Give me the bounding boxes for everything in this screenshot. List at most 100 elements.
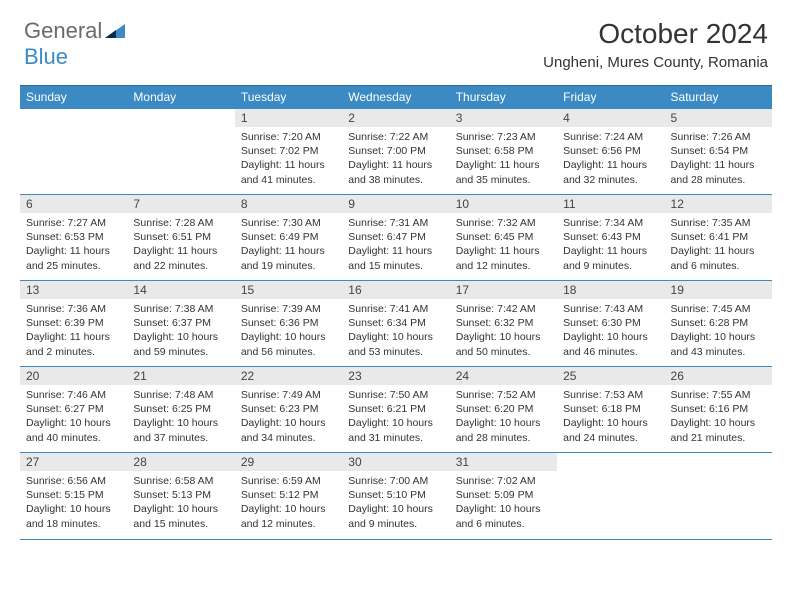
logo-text-1: General [24, 18, 102, 44]
day-cell: 29Sunrise: 6:59 AMSunset: 5:12 PMDayligh… [235, 453, 342, 539]
title-block: October 2024 Ungheni, Mures County, Roma… [543, 18, 768, 71]
day-number: 3 [450, 109, 557, 127]
day-info: Sunrise: 7:27 AMSunset: 6:53 PMDaylight:… [20, 213, 127, 276]
day-info: Sunrise: 7:32 AMSunset: 6:45 PMDaylight:… [450, 213, 557, 276]
day-cell: 22Sunrise: 7:49 AMSunset: 6:23 PMDayligh… [235, 367, 342, 453]
day-cell: 13Sunrise: 7:36 AMSunset: 6:39 PMDayligh… [20, 281, 127, 367]
day-info: Sunrise: 7:26 AMSunset: 6:54 PMDaylight:… [665, 127, 772, 190]
week-row: 1Sunrise: 7:20 AMSunset: 7:02 PMDaylight… [20, 109, 772, 195]
day-cell: 7Sunrise: 7:28 AMSunset: 6:51 PMDaylight… [127, 195, 234, 281]
day-cell: 23Sunrise: 7:50 AMSunset: 6:21 PMDayligh… [342, 367, 449, 453]
day-cell: 28Sunrise: 6:58 AMSunset: 5:13 PMDayligh… [127, 453, 234, 539]
day-cell: 6Sunrise: 7:27 AMSunset: 6:53 PMDaylight… [20, 195, 127, 281]
day-number: 20 [20, 367, 127, 385]
day-number: 18 [557, 281, 664, 299]
day-cell: 4Sunrise: 7:24 AMSunset: 6:56 PMDaylight… [557, 109, 664, 195]
day-cell: 5Sunrise: 7:26 AMSunset: 6:54 PMDaylight… [665, 109, 772, 195]
day-number: 1 [235, 109, 342, 127]
day-number: 30 [342, 453, 449, 471]
day-info: Sunrise: 7:23 AMSunset: 6:58 PMDaylight:… [450, 127, 557, 190]
day-info: Sunrise: 7:30 AMSunset: 6:49 PMDaylight:… [235, 213, 342, 276]
day-info: Sunrise: 7:22 AMSunset: 7:00 PMDaylight:… [342, 127, 449, 190]
day-number: 10 [450, 195, 557, 213]
day-cell: 30Sunrise: 7:00 AMSunset: 5:10 PMDayligh… [342, 453, 449, 539]
day-cell: 11Sunrise: 7:34 AMSunset: 6:43 PMDayligh… [557, 195, 664, 281]
week-row: 20Sunrise: 7:46 AMSunset: 6:27 PMDayligh… [20, 367, 772, 453]
day-cell: 17Sunrise: 7:42 AMSunset: 6:32 PMDayligh… [450, 281, 557, 367]
day-info: Sunrise: 7:42 AMSunset: 6:32 PMDaylight:… [450, 299, 557, 362]
day-cell: 12Sunrise: 7:35 AMSunset: 6:41 PMDayligh… [665, 195, 772, 281]
day-number: 5 [665, 109, 772, 127]
day-cell: 18Sunrise: 7:43 AMSunset: 6:30 PMDayligh… [557, 281, 664, 367]
day-info: Sunrise: 7:35 AMSunset: 6:41 PMDaylight:… [665, 213, 772, 276]
day-number: 8 [235, 195, 342, 213]
day-number: 11 [557, 195, 664, 213]
day-header: Sunday [20, 86, 127, 109]
day-number: 24 [450, 367, 557, 385]
day-header: Monday [127, 86, 234, 109]
day-header: Tuesday [235, 86, 342, 109]
day-header: Wednesday [342, 86, 449, 109]
day-number: 28 [127, 453, 234, 471]
day-number: 13 [20, 281, 127, 299]
day-info: Sunrise: 7:49 AMSunset: 6:23 PMDaylight:… [235, 385, 342, 448]
day-cell: 25Sunrise: 7:53 AMSunset: 6:18 PMDayligh… [557, 367, 664, 453]
day-number: 23 [342, 367, 449, 385]
day-info: Sunrise: 7:31 AMSunset: 6:47 PMDaylight:… [342, 213, 449, 276]
location: Ungheni, Mures County, Romania [543, 54, 768, 71]
day-number: 21 [127, 367, 234, 385]
day-cell: 19Sunrise: 7:45 AMSunset: 6:28 PMDayligh… [665, 281, 772, 367]
day-info: Sunrise: 7:28 AMSunset: 6:51 PMDaylight:… [127, 213, 234, 276]
day-info: Sunrise: 7:45 AMSunset: 6:28 PMDaylight:… [665, 299, 772, 362]
day-cell: 26Sunrise: 7:55 AMSunset: 6:16 PMDayligh… [665, 367, 772, 453]
triangle-icon [105, 18, 125, 44]
day-cell: 21Sunrise: 7:48 AMSunset: 6:25 PMDayligh… [127, 367, 234, 453]
day-number: 26 [665, 367, 772, 385]
day-number: 2 [342, 109, 449, 127]
week-row: 27Sunrise: 6:56 AMSunset: 5:15 PMDayligh… [20, 453, 772, 539]
day-info: Sunrise: 7:20 AMSunset: 7:02 PMDaylight:… [235, 127, 342, 190]
day-number: 27 [20, 453, 127, 471]
day-info: Sunrise: 6:58 AMSunset: 5:13 PMDaylight:… [127, 471, 234, 534]
bottom-border [20, 539, 772, 540]
day-cell: 9Sunrise: 7:31 AMSunset: 6:47 PMDaylight… [342, 195, 449, 281]
day-info: Sunrise: 7:36 AMSunset: 6:39 PMDaylight:… [20, 299, 127, 362]
day-cell: 14Sunrise: 7:38 AMSunset: 6:37 PMDayligh… [127, 281, 234, 367]
day-info: Sunrise: 7:41 AMSunset: 6:34 PMDaylight:… [342, 299, 449, 362]
day-info: Sunrise: 7:00 AMSunset: 5:10 PMDaylight:… [342, 471, 449, 534]
day-number: 31 [450, 453, 557, 471]
day-cell: 15Sunrise: 7:39 AMSunset: 6:36 PMDayligh… [235, 281, 342, 367]
day-info: Sunrise: 7:24 AMSunset: 6:56 PMDaylight:… [557, 127, 664, 190]
day-number: 19 [665, 281, 772, 299]
empty-cell [557, 453, 664, 539]
day-header: Thursday [450, 86, 557, 109]
day-cell: 3Sunrise: 7:23 AMSunset: 6:58 PMDaylight… [450, 109, 557, 195]
day-info: Sunrise: 7:53 AMSunset: 6:18 PMDaylight:… [557, 385, 664, 448]
empty-cell [20, 109, 127, 195]
day-info: Sunrise: 7:55 AMSunset: 6:16 PMDaylight:… [665, 385, 772, 448]
day-info: Sunrise: 7:39 AMSunset: 6:36 PMDaylight:… [235, 299, 342, 362]
day-info: Sunrise: 7:48 AMSunset: 6:25 PMDaylight:… [127, 385, 234, 448]
week-row: 13Sunrise: 7:36 AMSunset: 6:39 PMDayligh… [20, 281, 772, 367]
day-cell: 27Sunrise: 6:56 AMSunset: 5:15 PMDayligh… [20, 453, 127, 539]
day-number: 25 [557, 367, 664, 385]
day-info: Sunrise: 7:38 AMSunset: 6:37 PMDaylight:… [127, 299, 234, 362]
week-row: 6Sunrise: 7:27 AMSunset: 6:53 PMDaylight… [20, 195, 772, 281]
logo-text-2: Blue [24, 44, 68, 70]
day-cell: 8Sunrise: 7:30 AMSunset: 6:49 PMDaylight… [235, 195, 342, 281]
empty-cell [665, 453, 772, 539]
day-cell: 1Sunrise: 7:20 AMSunset: 7:02 PMDaylight… [235, 109, 342, 195]
month-title: October 2024 [543, 18, 768, 50]
day-number: 6 [20, 195, 127, 213]
day-cell: 10Sunrise: 7:32 AMSunset: 6:45 PMDayligh… [450, 195, 557, 281]
day-info: Sunrise: 6:56 AMSunset: 5:15 PMDaylight:… [20, 471, 127, 534]
day-number: 15 [235, 281, 342, 299]
logo: General [24, 18, 125, 44]
day-info: Sunrise: 7:43 AMSunset: 6:30 PMDaylight:… [557, 299, 664, 362]
day-number: 7 [127, 195, 234, 213]
header: General October 2024 Ungheni, Mures Coun… [0, 0, 792, 77]
day-number: 9 [342, 195, 449, 213]
day-number: 29 [235, 453, 342, 471]
day-cell: 2Sunrise: 7:22 AMSunset: 7:00 PMDaylight… [342, 109, 449, 195]
day-number: 22 [235, 367, 342, 385]
